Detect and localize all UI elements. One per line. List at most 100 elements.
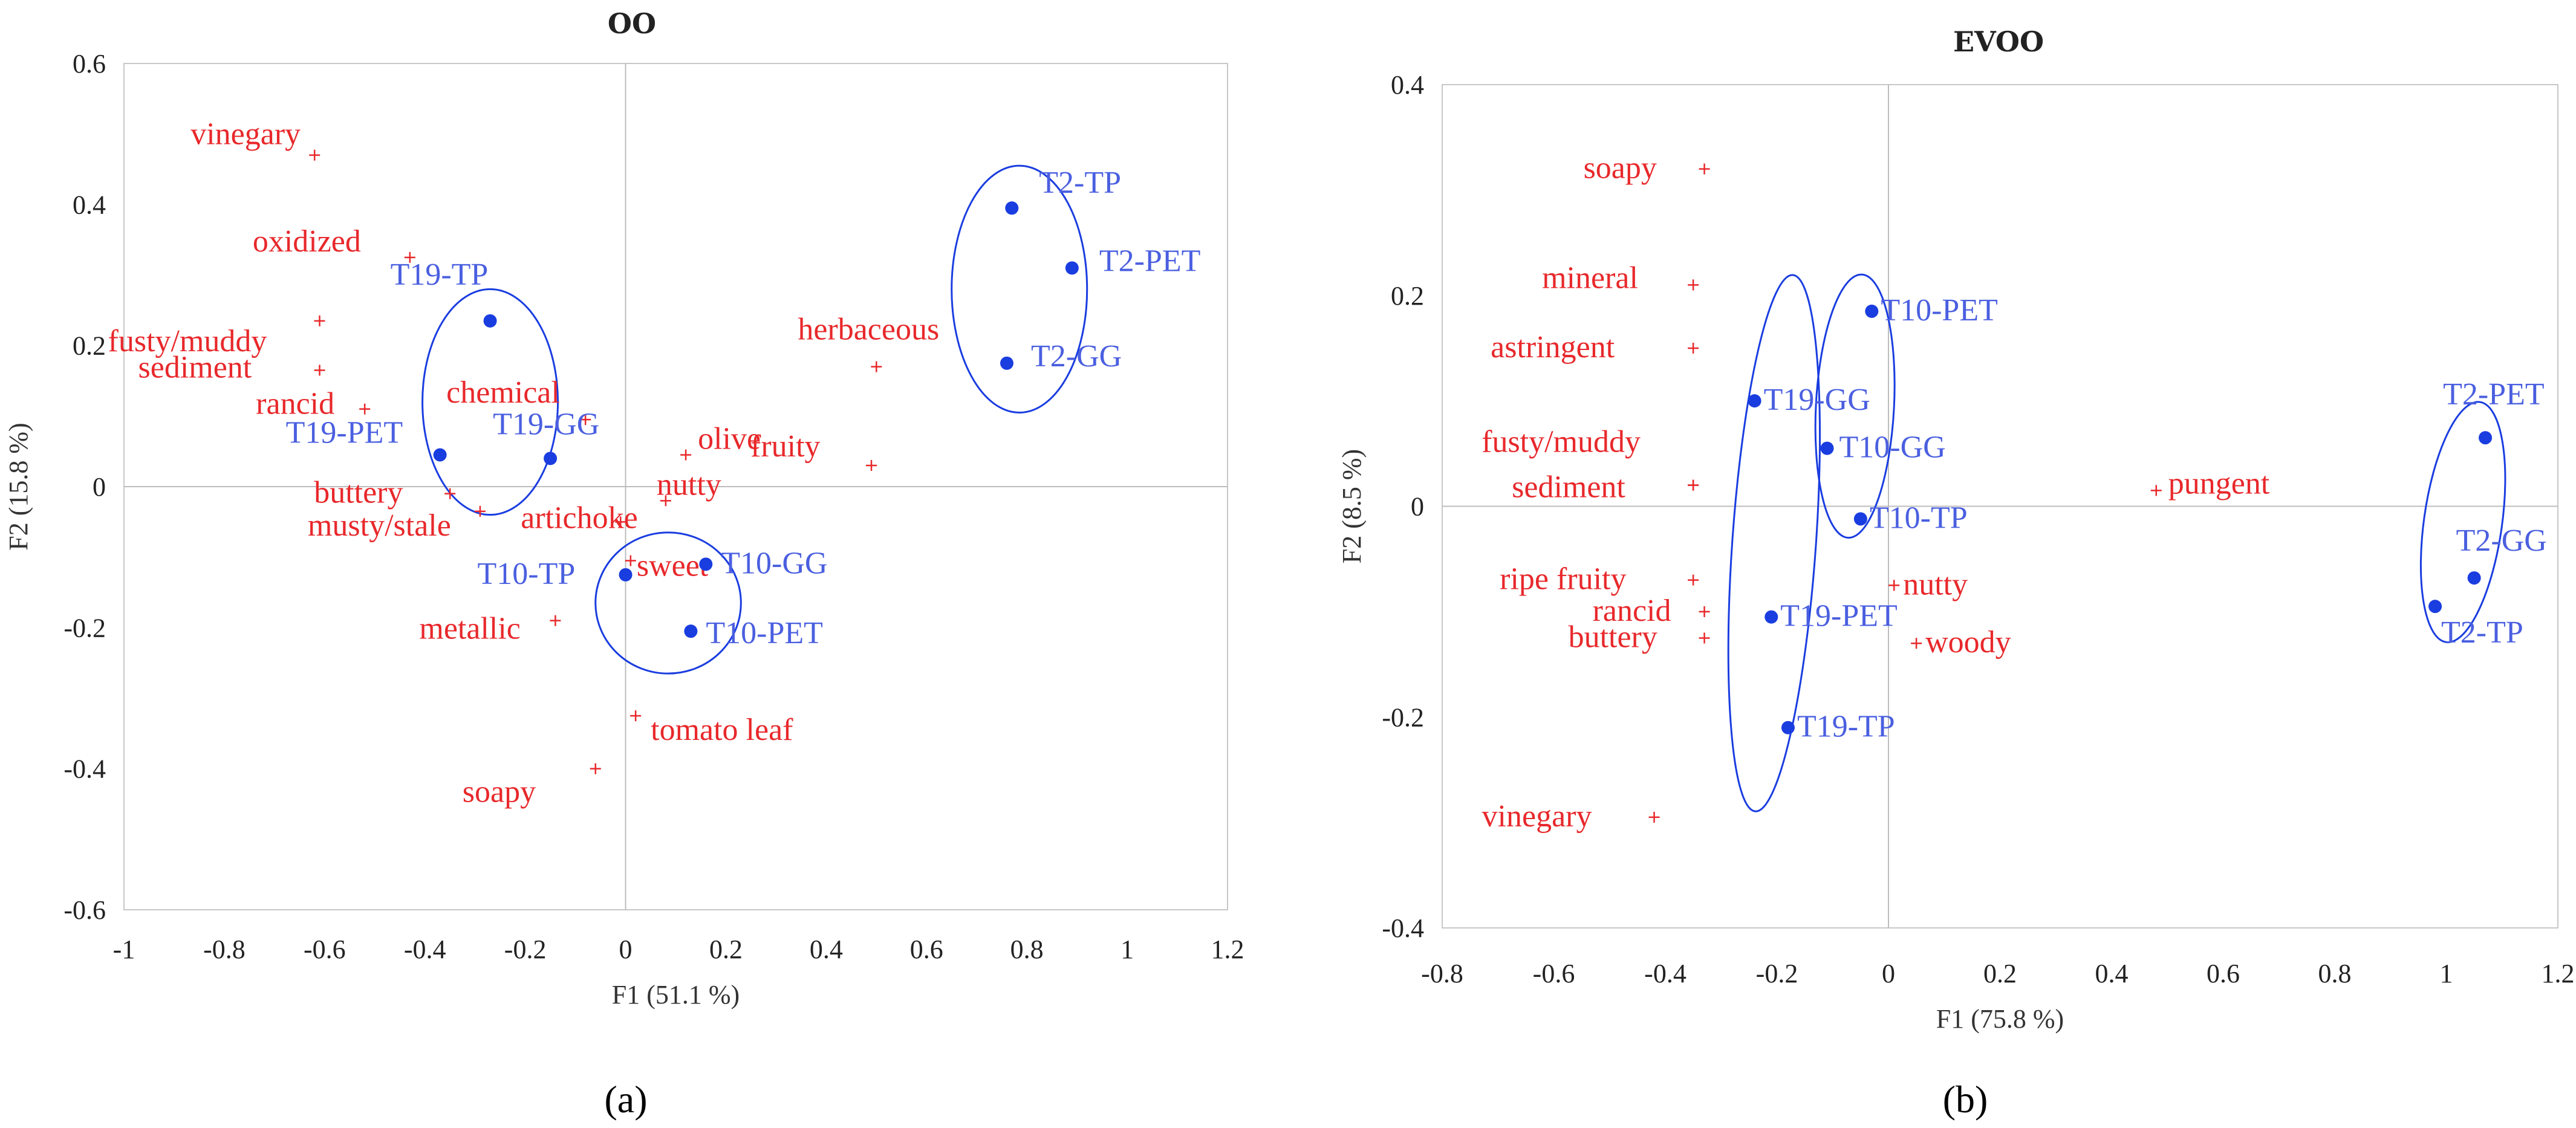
y-tick-label: -0.2	[63, 613, 106, 643]
attribute-marker	[2150, 485, 2162, 496]
group-ellipse-t10	[1814, 273, 1896, 539]
sample-point	[684, 624, 698, 638]
sample-point	[1065, 261, 1079, 275]
attribute-marker	[580, 414, 591, 426]
sample-point	[1853, 512, 1867, 526]
chart-title: OO	[608, 7, 656, 40]
attribute-marker	[404, 251, 415, 263]
attribute-marker	[1888, 580, 1900, 591]
y-tick-label: 0	[93, 472, 106, 502]
attribute-marker	[1688, 574, 1699, 586]
attribute-label: sediment	[1512, 470, 1625, 505]
sample-point	[544, 452, 558, 465]
sample-label: T19-PET	[286, 416, 403, 450]
chart-panel-b: -0.8 -0.6 -0.4 -0.2 0 0.2 0.4 0.6 0.8 1 1.2 0.4 0.2 0…	[1337, 25, 2575, 1121]
attribute-label: ripe fruity	[1500, 562, 1626, 597]
x-tick-label: 1.2	[2542, 959, 2575, 988]
sample-point	[1000, 356, 1013, 370]
attribute-marker	[444, 488, 456, 499]
sample-label: T10-PET	[1881, 293, 1998, 328]
y-tick-label: 0.4	[1391, 70, 1424, 100]
y-tick-label: 0.4	[73, 190, 106, 219]
group-ellipse-t19	[1727, 274, 1821, 812]
attribute-marker	[1688, 479, 1699, 491]
x-tick-label: 0.6	[2207, 959, 2240, 988]
x-tick-label: -0.4	[1644, 959, 1686, 988]
attribute-label: mineral	[1542, 261, 1638, 295]
chart-panel-a: -1 -0.8 -0.6 -0.4 -0.2 0 0.2 0.4 0.6 0.8 1 1.2 0.6 0.…	[4, 7, 1244, 1121]
panel-label: (a)	[604, 1078, 647, 1121]
attribute-label: soapy	[463, 775, 536, 809]
attribute-label: olive	[698, 422, 761, 456]
sample-label: T10-GG	[721, 546, 827, 580]
x-tick-label: 0.4	[810, 935, 843, 964]
attribute-marker	[660, 495, 671, 507]
attribute-label: pungent	[2168, 466, 2270, 501]
y-tick-label: 0	[1411, 492, 1424, 522]
attribute-marker	[309, 149, 320, 161]
sample-label: T2-GG	[2456, 523, 2547, 558]
attribute-label: buttery	[1569, 620, 1657, 654]
x-tick-label: 1	[2440, 959, 2453, 988]
attribute-marker	[1699, 632, 1710, 644]
y-axis-label: F2 (15.8 %)	[4, 423, 33, 550]
attribute-marker	[474, 505, 486, 517]
attribute-marker	[1648, 811, 1660, 823]
attribute-label: vinegary	[1482, 799, 1592, 834]
attribute-label: rancid	[256, 387, 334, 421]
attribute-label: sweet	[637, 549, 709, 583]
attribute-label: fruity	[750, 429, 821, 464]
x-tick-label: -0.4	[404, 935, 446, 964]
sample-point	[1005, 201, 1019, 215]
attribute-marker	[1688, 279, 1699, 291]
sample-point	[483, 314, 497, 328]
y-tick-label: -0.4	[1382, 913, 1424, 943]
attribute-marker	[680, 449, 692, 461]
attribute-label: artichoke	[521, 501, 637, 535]
x-tick-label: 0	[1882, 959, 1895, 988]
attribute-label: rancid	[1593, 594, 1671, 628]
attribute-label: vinegary	[190, 117, 301, 152]
sample-label: T2-PET	[1099, 244, 1201, 278]
attribute-label: nutty	[1903, 567, 1968, 601]
x-tick-label: 0.6	[910, 935, 943, 964]
attribute-marker	[359, 403, 371, 415]
sample-label: T2-PET	[2443, 377, 2545, 412]
attribute-label: tomato leaf	[651, 713, 793, 747]
attribute-marker	[550, 615, 561, 626]
attribute-label: buttery	[314, 476, 403, 510]
group-ellipse-t10	[594, 531, 742, 675]
attribute-label: herbaceous	[798, 313, 939, 347]
x-tick-label: 0.8	[1010, 935, 1044, 964]
x-tick-label: -0.8	[203, 935, 246, 964]
attribute-label: musty/stale	[308, 508, 451, 543]
attribute-marker	[625, 555, 636, 566]
sample-label: T19-GG	[1764, 383, 1870, 417]
x-axis-label: F1 (51.1 %)	[612, 980, 740, 1010]
y-tick-label: -0.4	[63, 754, 106, 784]
sample-point	[619, 568, 633, 582]
y-tick-label: 0.2	[73, 331, 106, 361]
sample-point	[1764, 610, 1778, 624]
sample-label: T2-TP	[2441, 615, 2523, 650]
x-tick-label: -0.8	[1421, 959, 1463, 988]
sample-label: T10-PET	[706, 616, 823, 650]
group-ellipse-t2	[951, 164, 1088, 414]
group-ellipse-t19	[421, 288, 559, 516]
sample-label: T10-TP	[478, 557, 576, 591]
sample-point	[2479, 431, 2493, 445]
attribute-label: woody	[1925, 625, 2011, 660]
x-tick-label: -0.6	[1533, 959, 1575, 988]
x-tick-label: -0.2	[504, 935, 547, 964]
panel-label: (b)	[1943, 1078, 1988, 1121]
x-tick-label: 0	[619, 935, 633, 964]
sample-point	[2428, 600, 2442, 614]
sample-label: T10-TP	[1870, 501, 1968, 535]
attribute-label: sediment	[138, 351, 252, 385]
attribute-label: metallic	[419, 612, 520, 646]
attribute-marker	[615, 516, 626, 528]
attribute-label: soapy	[1584, 151, 1657, 186]
y-tick-label: -0.2	[1382, 702, 1424, 732]
x-tick-label: 1.2	[1211, 935, 1244, 964]
